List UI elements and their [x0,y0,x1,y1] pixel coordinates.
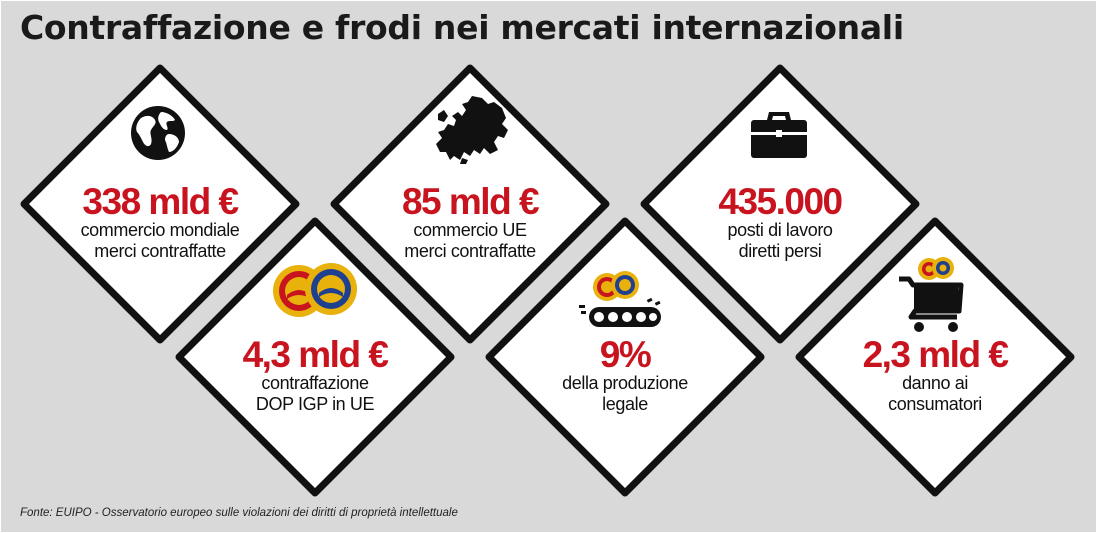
conveyor-belt-icon [579,269,669,336]
tile-description: commercio UE merci contraffatte [330,220,610,262]
tile-description: posti di lavoro diretti persi [640,220,920,262]
tile-description-line: merci contraffatte [94,241,226,261]
tile-description: della produzione legale [485,373,765,415]
tile-jobs: 435.000 posti di lavoro diretti persi [640,64,920,344]
page-title: Contraffazione e frodi nei mercati inter… [20,8,904,47]
tile-description: commercio mondiale merci contraffatte [20,220,300,262]
dop-igp-seals-icon [271,261,361,324]
globe-icon [129,104,187,167]
tile-value: 2,3 mld € [862,334,1009,375]
tile-dop-igp: 4,3 mld € contraffazione DOP IGP in UE [175,217,455,497]
tile-world-trade: 338 mld € commercio mondiale merci contr… [20,64,300,344]
diamond-shape [330,64,610,344]
diamond-shape [20,64,300,344]
tile-description-line: consumatori [888,394,982,414]
tile-description-line: della produzione [562,373,688,393]
source-note: Fonte: EUIPO - Osservatorio europeo sull… [20,507,458,519]
tile-value: 9% [599,334,652,375]
tile-value: 4,3 mld € [242,334,389,375]
tile-description-line: DOP IGP in UE [255,394,375,414]
diamond-shape [175,217,455,497]
tile-eu-trade: 85 mld € commercio UE merci contraffatte [330,64,610,344]
diamond-shape [640,64,920,344]
tile-description-line: contraffazione [261,373,369,393]
diamond-shape [795,217,1075,497]
tile-value: 435.000 [718,181,843,222]
tile-description-line: merci contraffatte [404,241,536,261]
tile-description-line: diretti persi [738,241,822,261]
tile-description-line: posti di lavoro [727,220,833,240]
tile-description-line: commercio mondiale [80,220,240,240]
tile-legal-production: 9% della produzione legale [485,217,765,497]
diamond-shape [485,217,765,497]
europe-map-icon [432,94,512,171]
tile-description-line: commercio UE [413,220,527,240]
tile-value: 85 mld € [401,181,540,222]
tile-description-line: danno ai [902,373,968,393]
tile-description: danno ai consumatori [795,373,1075,415]
briefcase-icon [749,108,809,165]
tile-description: contraffazione DOP IGP in UE [175,373,455,415]
shopping-cart-icon [899,253,969,340]
tile-consumer-damage: 2,3 mld € danno ai consumatori [795,217,1075,497]
tile-value: 338 mld € [82,181,239,222]
tile-description-line: legale [602,394,648,414]
